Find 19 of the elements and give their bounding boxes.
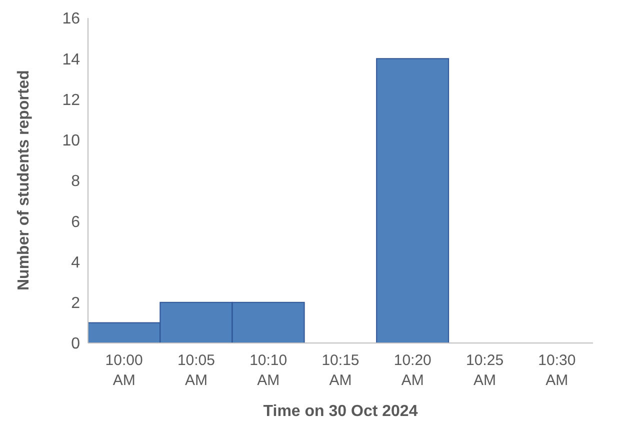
- x-tick-label: 10:00 AM: [105, 352, 143, 389]
- y-tick-label: 12: [62, 92, 80, 109]
- y-tick-label: 4: [71, 254, 80, 272]
- x-axis-title: Time on 30 Oct 2024: [263, 403, 418, 420]
- x-tick-label: 10:15 AM: [322, 352, 360, 389]
- x-tick-label: 10:05 AM: [177, 352, 215, 389]
- bar: [376, 58, 450, 343]
- y-tick-label: 10: [62, 132, 80, 150]
- x-tick-label: 10:25 AM: [466, 352, 504, 389]
- y-tick-label: 0: [71, 336, 80, 353]
- y-axis-title: Number of students reported: [16, 70, 33, 290]
- y-tick-label: 2: [71, 295, 80, 312]
- y-tick-label: 8: [71, 173, 80, 190]
- y-tick-label: 14: [62, 51, 80, 68]
- y-tick-label: 6: [71, 214, 80, 231]
- x-tick-label: 10:30 AM: [538, 352, 576, 389]
- x-tick-label: 10:10 AM: [250, 352, 288, 389]
- y-tick-label: 16: [62, 10, 80, 28]
- x-tick-label: 10:20 AM: [394, 352, 432, 389]
